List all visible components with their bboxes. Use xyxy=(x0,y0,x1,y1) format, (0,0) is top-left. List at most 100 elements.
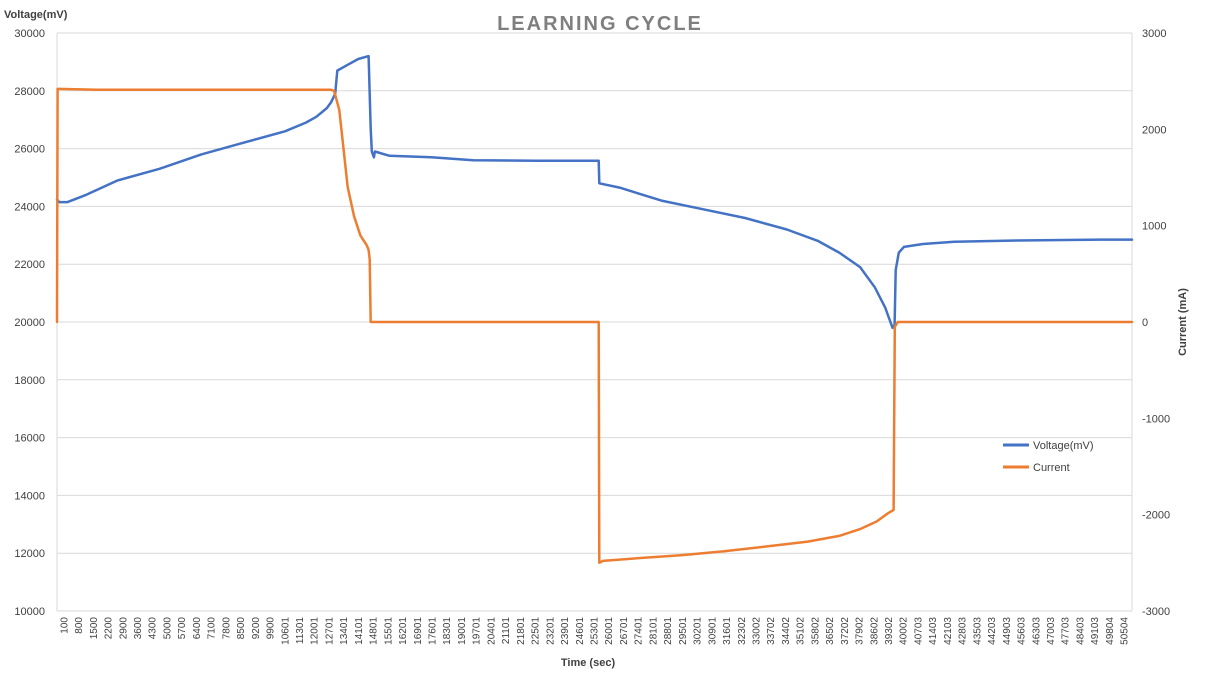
y-left-tick-label: 14000 xyxy=(14,490,45,502)
x-tick-label: 19701 xyxy=(472,617,483,645)
y-left-tick-label: 10000 xyxy=(14,606,45,618)
x-tick-label: 3600 xyxy=(133,617,144,640)
series-line-current xyxy=(55,87,1134,565)
x-tick-label: 29501 xyxy=(678,617,689,645)
series-line-voltage xyxy=(55,54,1134,330)
x-tick-label: 14801 xyxy=(369,617,380,645)
x-tick-label: 27401 xyxy=(634,617,645,645)
x-tick-label: 24601 xyxy=(575,617,586,645)
x-tick-label: 15501 xyxy=(383,617,394,645)
y-right-tick-label: -2000 xyxy=(1142,510,1170,522)
y-left-tick-label: 22000 xyxy=(14,259,45,271)
x-tick-label: 20401 xyxy=(486,617,497,645)
x-tick-label: 46303 xyxy=(1031,617,1042,645)
x-tick-label: 26701 xyxy=(619,617,630,645)
x-tick-label: 28101 xyxy=(648,617,659,645)
x-tick-label: 23901 xyxy=(560,617,571,645)
x-tick-label: 22501 xyxy=(531,617,542,645)
x-tick-label: 17601 xyxy=(428,617,439,645)
y-axis-right-ticks: -3000 -2000 -1000 0 1000 2000 3000 xyxy=(1142,28,1170,618)
x-tick-label: 8500 xyxy=(236,617,247,640)
x-tick-label: 35102 xyxy=(796,617,807,645)
y-right-tick-label: -3000 xyxy=(1142,606,1170,618)
x-tick-label: 12701 xyxy=(324,617,335,645)
y-left-tick-label: 26000 xyxy=(14,144,45,156)
x-tick-label: 12001 xyxy=(310,617,321,645)
x-tick-label: 49103 xyxy=(1090,617,1101,645)
x-tick-label: 800 xyxy=(74,617,85,634)
y-left-tick-label: 16000 xyxy=(14,433,45,445)
x-tick-label: 19001 xyxy=(457,617,468,645)
x-tick-label: 35802 xyxy=(810,617,821,645)
y-right-tick-label: 3000 xyxy=(1142,28,1166,40)
x-tick-label: 4300 xyxy=(148,617,159,640)
y-right-tick-label: 2000 xyxy=(1142,124,1166,136)
x-tick-label: 38602 xyxy=(869,617,880,645)
y-left-tick-label: 30000 xyxy=(14,28,45,40)
x-tick-label: 25301 xyxy=(590,617,601,645)
x-tick-label: 23201 xyxy=(545,617,556,645)
x-tick-label: 2900 xyxy=(118,617,129,640)
x-tick-label: 21101 xyxy=(501,617,512,645)
x-tick-label: 28801 xyxy=(663,617,674,645)
y-left-tick-label: 20000 xyxy=(14,317,45,329)
x-tick-label: 11301 xyxy=(295,617,306,645)
x-tick-label: 5700 xyxy=(177,617,188,640)
x-tick-label: 44203 xyxy=(987,617,998,645)
x-tick-label: 31601 xyxy=(722,617,733,645)
y-right-tick-label: -1000 xyxy=(1142,413,1170,425)
x-tick-label: 9900 xyxy=(266,617,277,640)
x-tick-label: 47003 xyxy=(1046,617,1057,645)
x-tick-label: 7100 xyxy=(207,617,218,640)
x-tick-label: 6400 xyxy=(192,617,203,640)
x-axis-label: Time (sec) xyxy=(561,657,616,669)
x-tick-label: 7800 xyxy=(221,617,232,640)
x-tick-label: 32302 xyxy=(737,617,748,645)
y-left-tick-label: 18000 xyxy=(14,375,45,387)
x-tick-label: 37902 xyxy=(855,617,866,645)
x-tick-label: 13401 xyxy=(339,617,350,645)
x-tick-label: 100 xyxy=(59,617,70,634)
x-tick-label: 37202 xyxy=(840,617,851,645)
x-tick-label: 21801 xyxy=(516,617,527,645)
x-tick-label: 9200 xyxy=(251,617,262,640)
y-axis-right-label: Current (mA) xyxy=(1177,288,1189,356)
legend-label-current: Current xyxy=(1033,462,1070,474)
x-tick-label: 30901 xyxy=(707,617,718,645)
x-tick-label: 1500 xyxy=(89,617,100,640)
x-tick-label: 5000 xyxy=(162,617,173,640)
series-lines xyxy=(55,54,1134,565)
x-tick-label: 10601 xyxy=(280,617,291,645)
x-tick-label: 30201 xyxy=(693,617,704,645)
legend: Voltage(mV) Current xyxy=(1003,440,1094,474)
y-left-tick-label: 28000 xyxy=(14,86,45,98)
x-tick-label: 16901 xyxy=(413,617,424,645)
x-tick-label: 18301 xyxy=(442,617,453,645)
x-tick-label: 43503 xyxy=(972,617,983,645)
y-right-tick-label: 1000 xyxy=(1142,221,1166,233)
x-tick-label: 34402 xyxy=(781,617,792,645)
y-left-tick-label: 24000 xyxy=(14,201,45,213)
x-tick-label: 45603 xyxy=(1017,617,1028,645)
x-tick-label: 33002 xyxy=(751,617,762,645)
x-tick-label: 33702 xyxy=(766,617,777,645)
x-axis-ticks: 100 800 1500 2200 2900 3600 4300 5000 5700 6400 71… xyxy=(57,610,1132,645)
y-right-tick-label: 0 xyxy=(1142,317,1148,329)
x-tick-label: 40002 xyxy=(899,617,910,645)
x-tick-label: 48403 xyxy=(1075,617,1086,645)
x-tick-label: 49804 xyxy=(1105,617,1116,645)
y-axis-left-label: Voltage(mV) xyxy=(4,9,68,21)
x-tick-label: 36502 xyxy=(825,617,836,645)
x-tick-label: 2200 xyxy=(104,617,115,640)
x-tick-label: 40703 xyxy=(913,617,924,645)
x-tick-label: 42103 xyxy=(943,617,954,645)
x-tick-label: 42803 xyxy=(958,617,969,645)
y-axis-left-ticks: 10000 12000 14000 16000 18000 20000 22000 24000… xyxy=(14,28,45,618)
x-tick-label: 44903 xyxy=(1002,617,1013,645)
x-tick-label: 16201 xyxy=(398,617,409,645)
legend-label-voltage: Voltage(mV) xyxy=(1033,440,1094,452)
x-tick-label: 14101 xyxy=(354,617,365,645)
x-tick-label: 47703 xyxy=(1061,617,1072,645)
x-tick-label: 50504 xyxy=(1120,617,1131,645)
